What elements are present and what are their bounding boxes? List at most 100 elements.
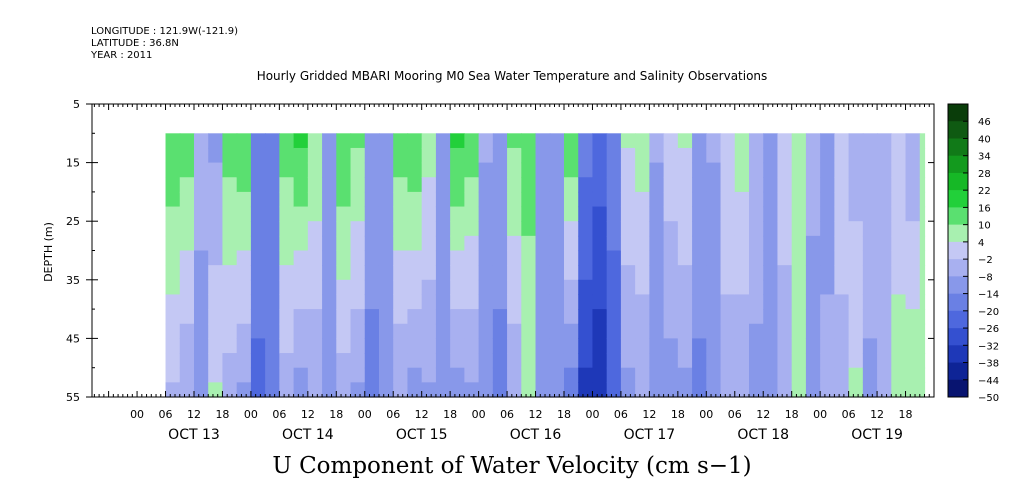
heatmap-cell [635,382,650,398]
heatmap-cell [250,323,266,339]
heatmap-cell [279,309,295,325]
heatmap-cell [749,221,764,237]
heatmap-cell [549,147,565,164]
y-tick-label: 45 [66,332,80,345]
heatmap-cell [891,367,907,383]
heatmap-cell [749,353,764,369]
heatmap-cell [734,294,750,310]
heatmap-cell [250,147,266,164]
heatmap-cell [877,177,892,193]
heatmap-cell [535,367,551,383]
heatmap-cell [350,206,366,222]
heatmap-cell [208,162,224,178]
heatmap-cell [877,279,892,296]
heatmap-cell [820,309,835,325]
colorbar-swatch [948,345,968,363]
heatmap-cell [606,191,622,208]
heatmap-cell [393,353,409,369]
heatmap-cell [848,265,864,281]
heatmap-cell [635,147,650,164]
heatmap-cell [165,177,181,193]
heatmap-cell [692,206,707,222]
hour-tick-label: 06 [386,408,400,421]
heatmap-cell [763,323,779,339]
heatmap-cell [507,177,522,193]
heatmap-cell [535,338,551,354]
heatmap-cell [293,162,309,178]
heatmap-cell [421,338,437,354]
heatmap-cell [677,382,693,398]
heatmap-cell [606,265,622,281]
heatmap-cell [663,279,679,296]
heatmap-cell [208,221,224,237]
heatmap-cell [720,353,736,369]
heatmap-cell [507,367,522,383]
heatmap-cell [336,221,352,237]
heatmap-cell [734,382,750,398]
heatmap-cell [749,133,764,149]
heatmap-cell [193,279,209,296]
heatmap-cell [649,162,665,178]
heatmap-cell [421,147,437,164]
axis-ticks [86,103,934,398]
heatmap-cell [450,323,465,339]
heatmap-cell [663,367,679,383]
heatmap-cell [549,177,565,193]
heatmap-cell [165,294,181,310]
heatmap-cell [578,162,594,178]
colorbar-label: −50 [978,393,999,404]
heatmap-cell [421,279,437,296]
heatmap-cell [478,221,494,237]
heatmap-cell [578,353,594,369]
heatmap-cell [208,206,224,222]
heatmap-cell [478,133,494,149]
heatmap-cell [549,382,565,398]
heatmap-cell [563,265,579,281]
heatmap-cell [606,162,622,178]
heatmap-cell [578,323,594,339]
heatmap-cell [535,221,551,237]
heatmap-cell [322,235,337,252]
heatmap-cell [563,309,579,325]
heatmap-cell [549,206,565,222]
heatmap-cell [208,265,224,281]
heatmap-cell [592,133,608,149]
heatmap-cell [350,177,366,193]
heatmap-cell [393,133,409,149]
heatmap-cell [222,279,238,296]
heatmap-cell [763,338,779,354]
heatmap-cell [179,323,195,339]
heatmap-cell [265,250,280,266]
heatmap-cell [507,338,522,354]
heatmap-cell [407,367,423,383]
variable-label: U Component of Water Velocity (cm s−1) [272,453,752,479]
heatmap-cell [435,235,451,252]
heatmap-cell [620,206,636,222]
heatmap-cell [364,367,380,383]
heatmap-cell [919,367,926,383]
heatmap-cell [820,279,835,296]
heatmap-cell [649,309,665,325]
heatmap-cell [464,235,480,252]
heatmap-cell [805,279,821,296]
colorbar-swatch [948,155,968,174]
heatmap-cell [877,367,892,383]
heatmap-cell [763,162,779,178]
heatmap-cell [378,265,394,281]
hour-tick-label: 00 [130,408,144,421]
heatmap-cell [250,367,266,383]
heatmap-cell [692,338,707,354]
heatmap-cell [336,162,352,178]
heatmap-cell [364,279,380,296]
heatmap-cell [578,294,594,310]
heatmap-cell [834,338,850,354]
heatmap-cell [378,309,394,325]
heatmap-cell [378,367,394,383]
heatmap-cell [848,323,864,339]
heatmap-cell [208,235,224,252]
heatmap-cell [692,191,707,208]
heatmap-cell [606,294,622,310]
heatmap-cell [435,177,451,193]
heatmap-cell [464,162,480,178]
